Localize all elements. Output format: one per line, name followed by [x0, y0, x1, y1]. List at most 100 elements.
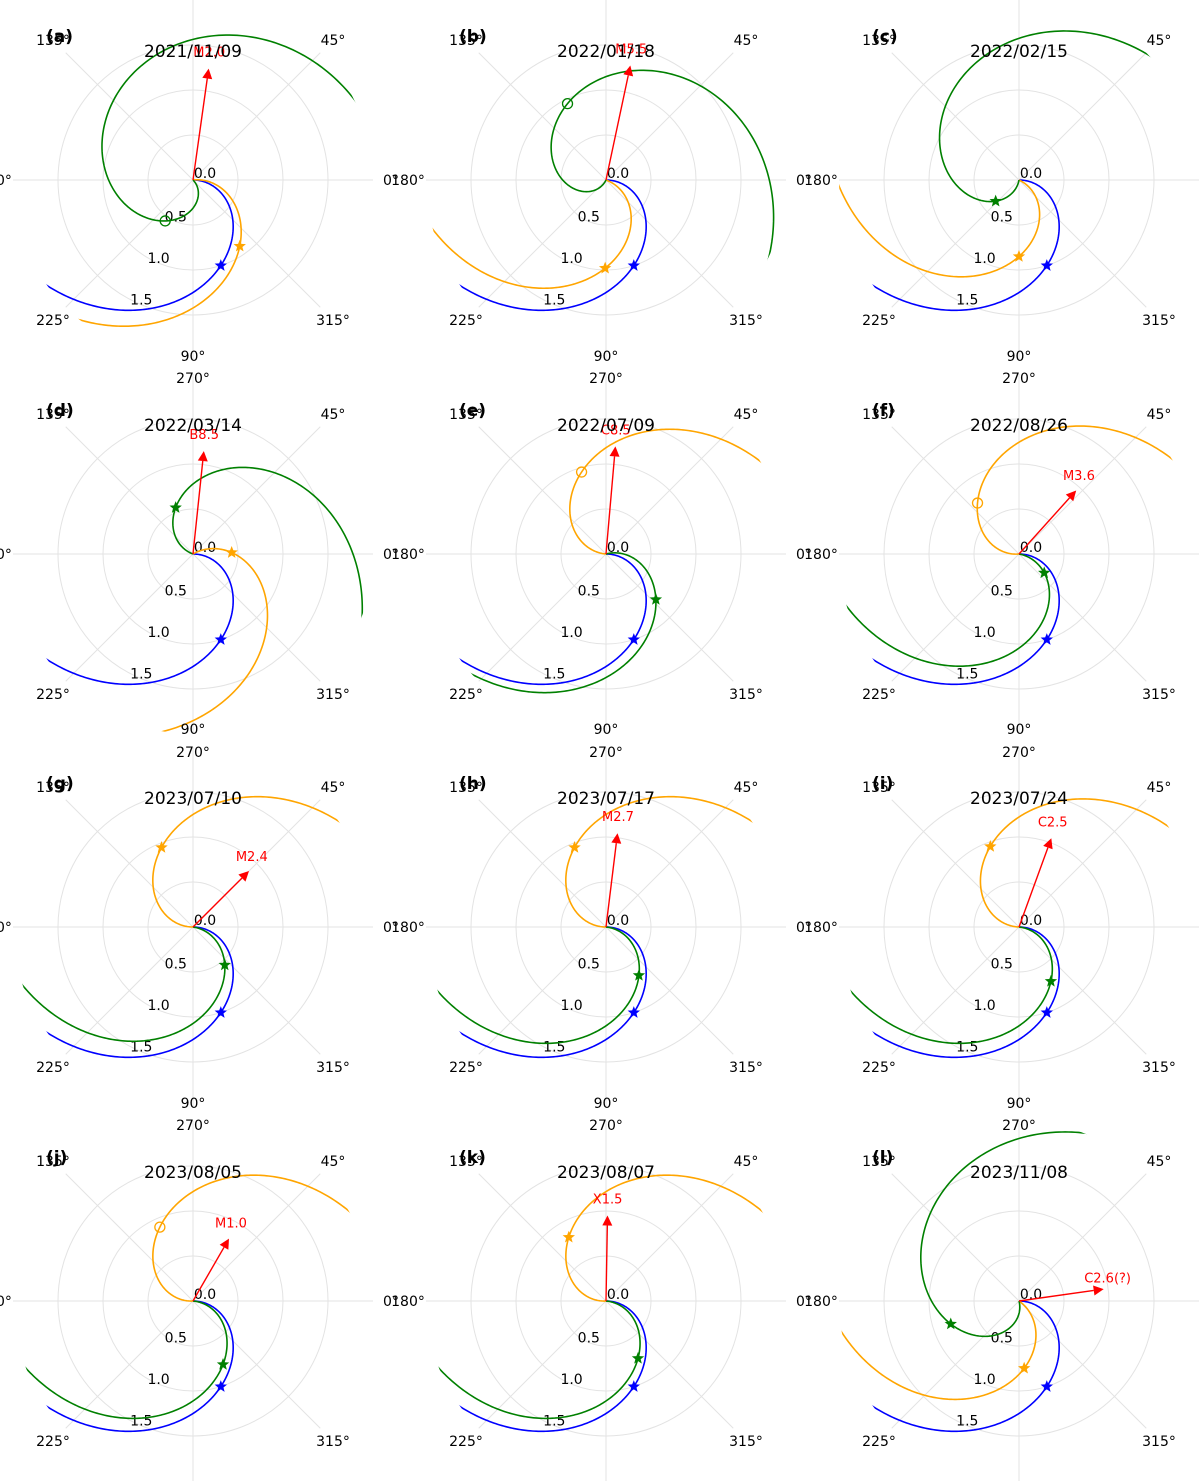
grid-line	[605, 553, 734, 682]
radial-tick-label: 1.5	[130, 667, 152, 683]
flare-arrow-shaft	[605, 1225, 609, 1302]
angle-tick-label: 225°	[36, 1434, 70, 1450]
angle-tick-label: 135°	[36, 1154, 70, 1170]
grid-line	[478, 926, 607, 1055]
panel-label: (f)	[872, 401, 895, 421]
marker-star-blue	[627, 1380, 640, 1392]
radial-tick-label: 1.0	[560, 251, 582, 267]
grid-line	[65, 1300, 194, 1429]
angle-tick-label: 0°	[383, 1294, 399, 1310]
flare-label: C2.6(?)	[1084, 1271, 1131, 1286]
grid-line	[1018, 426, 1147, 555]
panel-a: 0°45°90°135°180°225°270°315°0.00.51.01.5…	[0, 0, 399, 387]
grid-line	[478, 52, 607, 181]
panel-g: 0°45°90°135°180°225°270°315°0.00.51.01.5…	[0, 722, 399, 1134]
grid-line	[891, 926, 1020, 1055]
radial-tick-label: 1.0	[147, 998, 169, 1014]
flare-arrow-head	[602, 1215, 613, 1226]
spiral-orange	[839, 1300, 1037, 1401]
angle-tick-label: 45°	[1147, 33, 1172, 49]
grid-line	[891, 799, 1020, 928]
angle-tick-label: 90°	[1007, 722, 1032, 738]
panel-date: 2022/01/18	[557, 42, 655, 62]
grid-line	[192, 52, 321, 181]
panel-date: 2023/07/17	[557, 789, 655, 809]
grid-line	[1018, 553, 1147, 682]
marker-star-blue	[214, 633, 227, 645]
grid-line	[478, 1300, 607, 1429]
marker-star-blue	[214, 259, 227, 271]
flare-arrow-shaft	[192, 877, 243, 928]
flare-arrow-head	[202, 68, 213, 80]
spiral-blue	[439, 553, 647, 686]
angle-tick-label: 225°	[36, 687, 70, 703]
angle-tick-label: 90°	[181, 1096, 206, 1112]
grid-line	[605, 1300, 734, 1429]
flare-label: M2.0	[193, 46, 225, 61]
grid-line	[192, 1173, 321, 1302]
radial-tick-label: 0.0	[194, 913, 216, 929]
angle-tick-label: 45°	[734, 780, 759, 796]
radial-tick-label: 0.5	[578, 584, 600, 600]
angle-tick-label: 180°	[804, 1294, 838, 1310]
spiral-blue	[852, 1300, 1060, 1433]
angle-tick-label: 45°	[1147, 780, 1172, 796]
flare-label: B8.5	[189, 428, 219, 443]
spiral-green	[839, 926, 1054, 1045]
spiral-green	[426, 1300, 641, 1420]
panel-label: (l)	[872, 1148, 893, 1168]
flare-arrow-shaft	[605, 456, 616, 555]
flare-arrow-shaft	[1018, 497, 1071, 555]
radial-tick-label: 1.0	[560, 625, 582, 641]
angle-tick-label: 180°	[391, 173, 425, 189]
grid-line	[1018, 52, 1147, 181]
spiral-orange	[565, 795, 773, 928]
flare-label: C2.5	[1038, 816, 1068, 831]
angle-tick-label: 135°	[449, 1154, 483, 1170]
spiral-orange	[152, 1174, 369, 1302]
angle-tick-label: 225°	[862, 1060, 896, 1076]
marker-star-orange	[233, 239, 246, 252]
grid-line	[478, 1173, 607, 1302]
angle-tick-label: 315°	[1142, 1434, 1176, 1450]
grid-line	[65, 799, 194, 928]
angle-tick-label: 180°	[0, 173, 12, 189]
panel-i: 0°45°90°135°180°225°270°315°0.00.51.01.5…	[804, 722, 1199, 1134]
radial-tick-label: 1.5	[543, 1414, 565, 1430]
angle-tick-label: 225°	[449, 687, 483, 703]
panel-date: 2022/07/09	[557, 416, 655, 436]
spiral-blue	[439, 1300, 647, 1433]
flare-arrow-head	[238, 871, 249, 882]
angle-tick-label: 45°	[1147, 407, 1172, 423]
angle-tick-label: 135°	[36, 407, 70, 423]
angle-tick-label: 315°	[316, 1060, 350, 1076]
panel-j: 0°45°90°135°180°225°270°315°0.00.51.01.5…	[0, 1096, 399, 1481]
grid-line	[478, 179, 607, 308]
flare-label: M2.4	[236, 850, 268, 865]
spiral-green	[426, 926, 641, 1045]
radial-tick-label: 1.5	[956, 667, 978, 683]
marker-star-green	[169, 501, 182, 513]
grid-line	[1018, 1173, 1147, 1302]
radial-tick-label: 1.0	[147, 625, 169, 641]
spiral-blue	[26, 1300, 234, 1433]
radial-tick-label: 0.5	[165, 957, 187, 973]
angle-tick-label: 90°	[594, 349, 619, 365]
marker-star-green	[1044, 974, 1058, 987]
angle-tick-label: 180°	[804, 920, 838, 936]
grid-line	[891, 426, 1020, 555]
angle-tick-label: 0°	[796, 547, 812, 563]
radial-tick-label: 1.0	[560, 998, 582, 1014]
spiral-green	[13, 1300, 228, 1420]
angle-tick-label: 180°	[0, 920, 12, 936]
marker-star-blue	[1040, 1006, 1053, 1018]
panel-date: 2023/08/07	[557, 1163, 655, 1183]
angle-tick-label: 45°	[1147, 1154, 1172, 1170]
spiral-orange	[569, 428, 780, 555]
panel-date: 2023/07/24	[970, 789, 1068, 809]
panel-label: (a)	[46, 27, 73, 47]
angle-tick-label: 225°	[449, 1434, 483, 1450]
grid-line	[478, 426, 607, 555]
marker-star-green	[216, 1357, 230, 1370]
